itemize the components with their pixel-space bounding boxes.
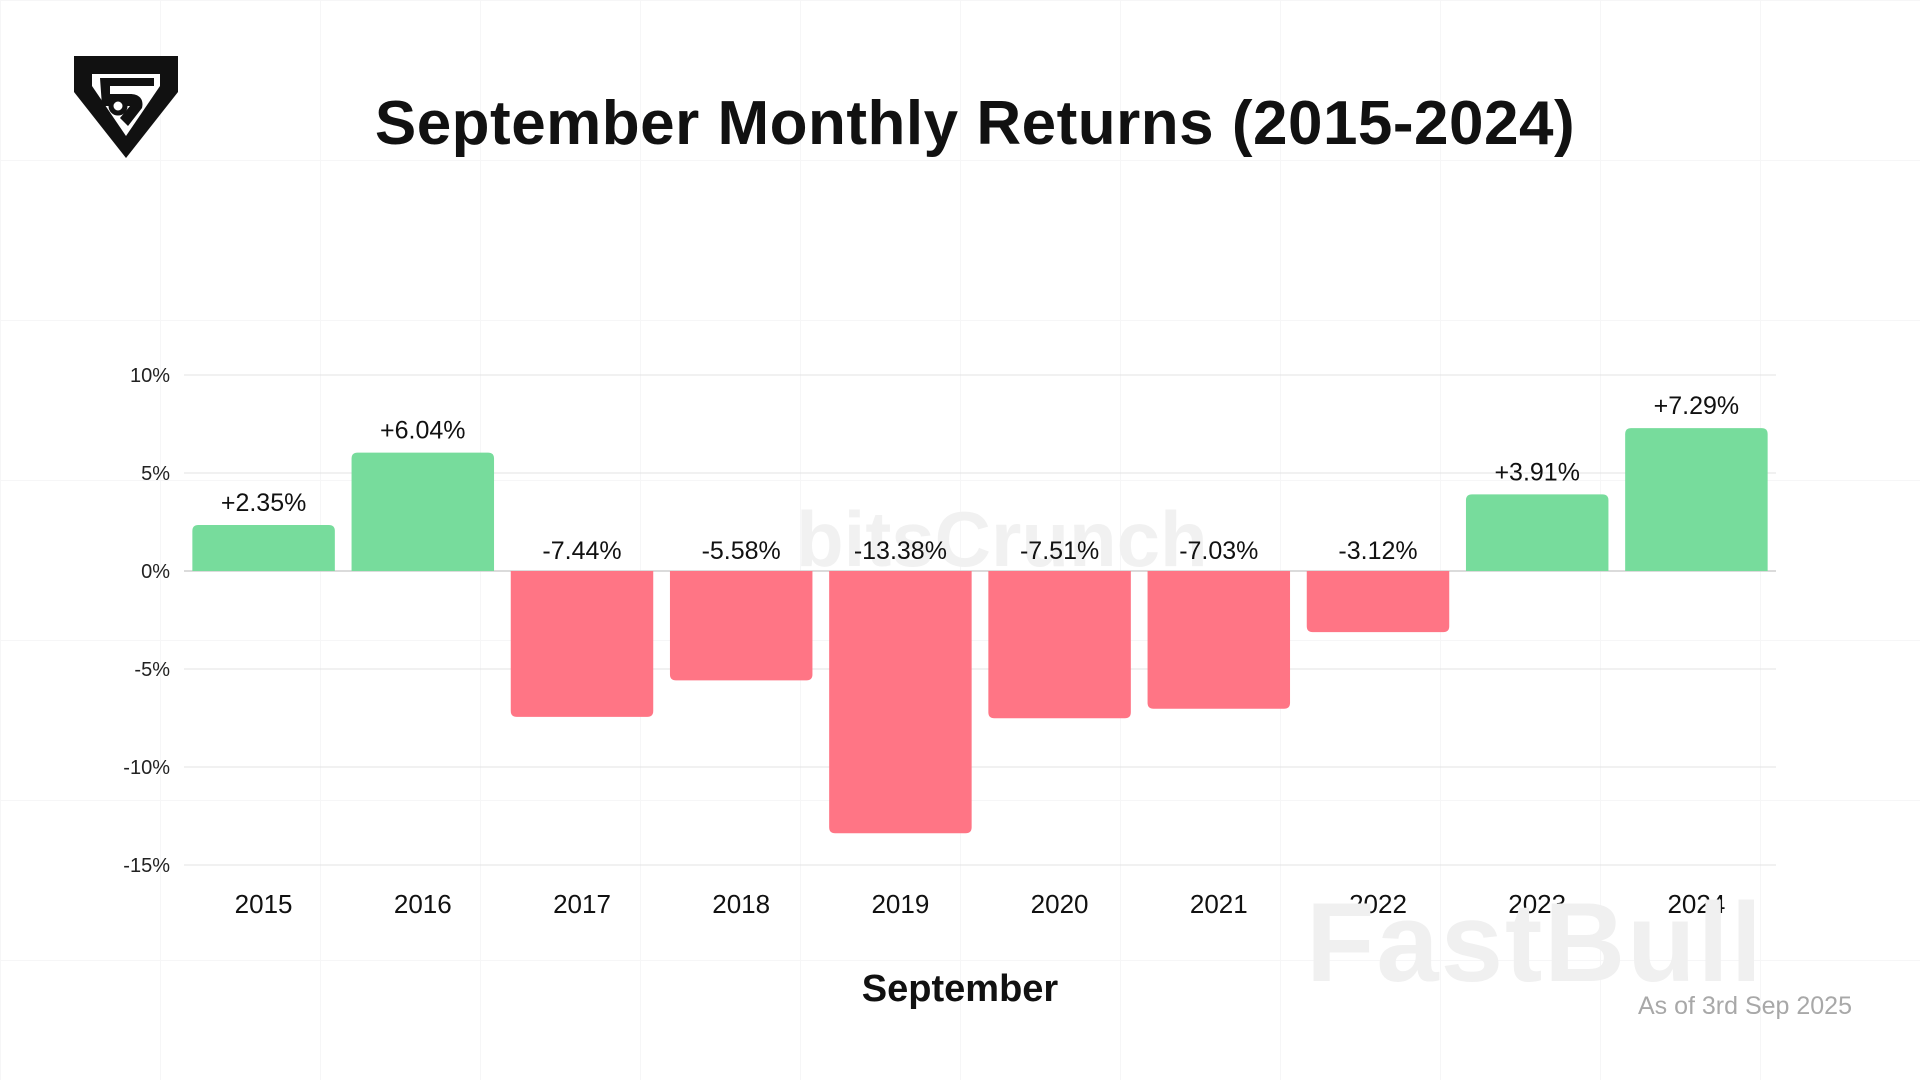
- y-tick-label: -15%: [123, 855, 170, 877]
- value-label-2019: -13.38%: [854, 537, 947, 565]
- x-tick-label-2016: 2016: [394, 889, 452, 919]
- x-tick-label-2017: 2017: [553, 889, 611, 919]
- labels: 10% 5% 0% -5% -10% -15% +2.35% 2015 +6.04% 2016 -7…: [123, 365, 1739, 919]
- x-tick-label-2022: 2022: [1349, 889, 1407, 919]
- bar-2021: [1147, 571, 1291, 709]
- value-label-2018: -5.58%: [702, 537, 781, 565]
- value-label-2024: +7.29%: [1654, 392, 1740, 420]
- y-tick-label: 5%: [141, 463, 170, 485]
- bar-2019: [829, 571, 972, 834]
- bar-2022: [1306, 571, 1450, 633]
- y-tick-label: -10%: [123, 757, 170, 779]
- x-tick-label-2023: 2023: [1508, 889, 1566, 919]
- chart-title: September Monthly Returns (2015-2024): [374, 89, 1576, 158]
- bar-2018: [669, 571, 813, 681]
- bar-2024: [1625, 428, 1768, 571]
- bar-2017: [510, 571, 654, 717]
- as-of-date: As of 3rd Sep 2025: [1637, 992, 1852, 1020]
- x-tick-label-2021: 2021: [1190, 889, 1248, 919]
- value-label-2016: +6.04%: [380, 417, 466, 445]
- x-tick-label-2018: 2018: [712, 889, 770, 919]
- value-label-2015: +2.35%: [221, 489, 307, 517]
- y-tick-label: 10%: [130, 365, 170, 387]
- grid-lines: [184, 374, 1776, 866]
- value-label-2022: -3.12%: [1338, 537, 1417, 565]
- bar-2020: [988, 571, 1131, 719]
- bars: [192, 428, 1768, 834]
- bar-2015: [192, 524, 335, 571]
- value-label-2020: -7.51%: [1020, 537, 1099, 565]
- y-tick-label: -5%: [134, 659, 170, 681]
- value-label-2017: -7.44%: [542, 537, 621, 565]
- x-tick-label-2024: 2024: [1667, 889, 1725, 919]
- y-tick-label: 0%: [141, 561, 170, 583]
- x-tick-label-2019: 2019: [871, 889, 929, 919]
- x-tick-label-2015: 2015: [235, 889, 293, 919]
- value-label-2023: +3.91%: [1494, 458, 1580, 486]
- bar-2023: [1465, 494, 1609, 571]
- x-axis-label: September: [861, 968, 1059, 1010]
- x-tick-label-2020: 2020: [1031, 889, 1089, 919]
- bitscrunch-shield-logo-icon: [74, 56, 178, 158]
- bar-2016: [351, 452, 495, 571]
- value-label-2021: -7.03%: [1179, 537, 1258, 565]
